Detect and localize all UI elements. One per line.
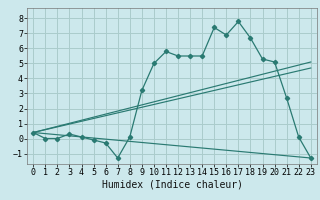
X-axis label: Humidex (Indice chaleur): Humidex (Indice chaleur) — [101, 180, 243, 190]
